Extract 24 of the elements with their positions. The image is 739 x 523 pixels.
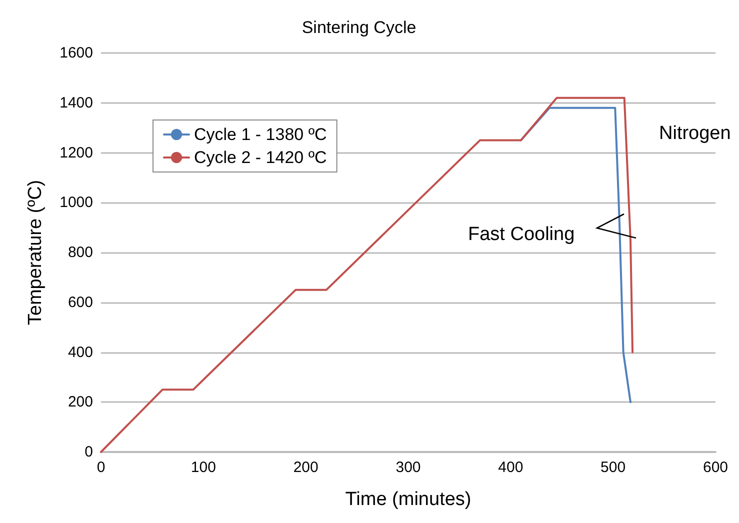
x-axis-title: Time (minutes): [345, 489, 472, 510]
y-tick-label: 1200: [60, 144, 93, 162]
y-tick-label: 1400: [60, 94, 93, 112]
y-tick-label: 1000: [60, 194, 93, 212]
y-tick-label: 400: [68, 344, 93, 361]
legend-label: Cycle 2 - 1420 ºC: [194, 148, 327, 167]
x-tick-label: 500: [600, 459, 626, 476]
y-tick-label: 1600: [60, 44, 93, 62]
y-tick-label: 800: [68, 244, 93, 261]
x-tick-label: 400: [498, 459, 524, 476]
legend-label: Cycle 1 - 1380 ºC: [194, 125, 327, 144]
x-tick-label: 300: [396, 459, 421, 476]
x-tick-label: 600: [702, 459, 728, 476]
x-tick-label: 100: [190, 459, 216, 476]
y-tick-label: 600: [68, 294, 93, 311]
y-tick-label: 0: [84, 444, 93, 460]
x-tick-label: 0: [96, 459, 106, 476]
y-tick-label: 200: [68, 394, 93, 411]
line-series: [100, 96, 634, 453]
chart-title: Sintering Cycle: [302, 18, 416, 37]
annotation: Nitrogen: [659, 123, 731, 144]
annotation: Fast Cooling: [468, 224, 575, 245]
x-tick-label: 200: [293, 459, 318, 476]
y-axis-title: Temperature (ºC): [25, 180, 46, 326]
